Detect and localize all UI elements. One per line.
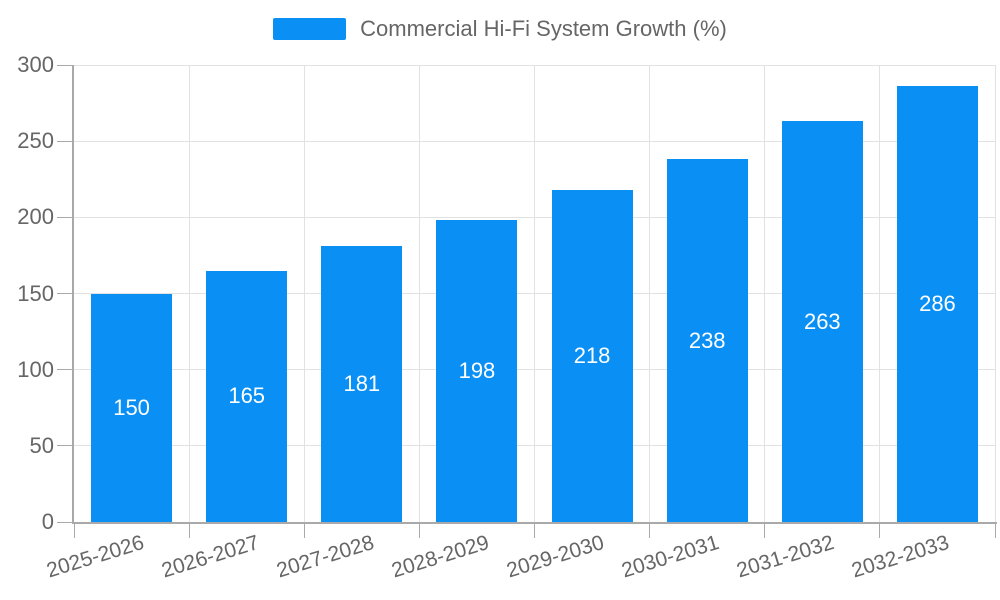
- bar-value-label: 286: [919, 291, 956, 317]
- bar-2032-2033[interactable]: 286: [896, 86, 978, 522]
- y-axis-line: [72, 65, 74, 523]
- y-axis-label: 100: [17, 356, 54, 382]
- y-axis-tick: [57, 64, 72, 66]
- gridline-x: [534, 65, 535, 523]
- bar-2029-2030[interactable]: 218: [551, 189, 633, 522]
- x-axis-tick: [534, 524, 535, 538]
- bar-value-label: 165: [228, 383, 266, 409]
- gridline-x: [994, 65, 996, 523]
- plot-area: 0 50 100 150 200 250 300 150 2025-2026 165 2026-20…: [17, 52, 997, 582]
- y-axis-label: 250: [17, 128, 54, 154]
- x-axis-tick: [303, 524, 305, 538]
- gridline-x: [188, 65, 190, 523]
- x-axis-line: [72, 522, 997, 524]
- legend-swatch[interactable]: [273, 18, 347, 40]
- bar-value-label: 218: [573, 342, 611, 368]
- y-axis-label: 200: [17, 204, 54, 230]
- gridline-x: [764, 65, 766, 523]
- y-axis-label: 150: [17, 280, 54, 306]
- legend: Commercial Hi-Fi System Growth (%): [0, 16, 1000, 42]
- bar-value-label: 238: [688, 327, 726, 353]
- gridline-x: [649, 65, 651, 523]
- bar-2030-2031[interactable]: 238: [666, 159, 748, 522]
- x-axis-tick: [764, 524, 766, 538]
- legend-label[interactable]: Commercial Hi-Fi System Growth (%): [360, 16, 727, 41]
- bar-2025-2026[interactable]: 150: [91, 293, 173, 522]
- x-axis-tick: [994, 524, 996, 538]
- x-axis-tick: [188, 524, 190, 538]
- y-axis-tick: [57, 293, 72, 294]
- gridline-x: [879, 65, 881, 523]
- y-axis-tick: [57, 445, 72, 447]
- y-axis-tick: [57, 521, 72, 523]
- x-axis-tick: [418, 524, 420, 538]
- bar-2031-2032[interactable]: 263: [781, 121, 863, 522]
- legend-item[interactable]: Commercial Hi-Fi System Growth (%): [273, 16, 727, 42]
- y-axis-tick: [57, 369, 72, 371]
- gridline-x: [303, 65, 305, 523]
- x-axis-tick: [73, 524, 75, 538]
- bar-value-label: 263: [803, 308, 841, 334]
- y-axis-label: 300: [17, 52, 54, 77]
- bar-value-label: 150: [113, 394, 150, 420]
- bar-value-label: 181: [343, 371, 381, 397]
- y-axis-tick: [57, 140, 72, 142]
- bar-2026-2027[interactable]: 165: [206, 270, 288, 522]
- gridline-x: [418, 65, 420, 523]
- y-axis-tick: [57, 216, 72, 218]
- x-axis-tick: [649, 524, 651, 538]
- bar-2028-2029[interactable]: 198: [436, 220, 518, 522]
- x-axis-tick: [879, 524, 881, 538]
- y-axis-label: 0: [41, 509, 54, 534]
- bar-2027-2028[interactable]: 181: [321, 246, 403, 522]
- y-axis-label: 50: [29, 432, 54, 458]
- bar-value-label: 198: [458, 358, 496, 384]
